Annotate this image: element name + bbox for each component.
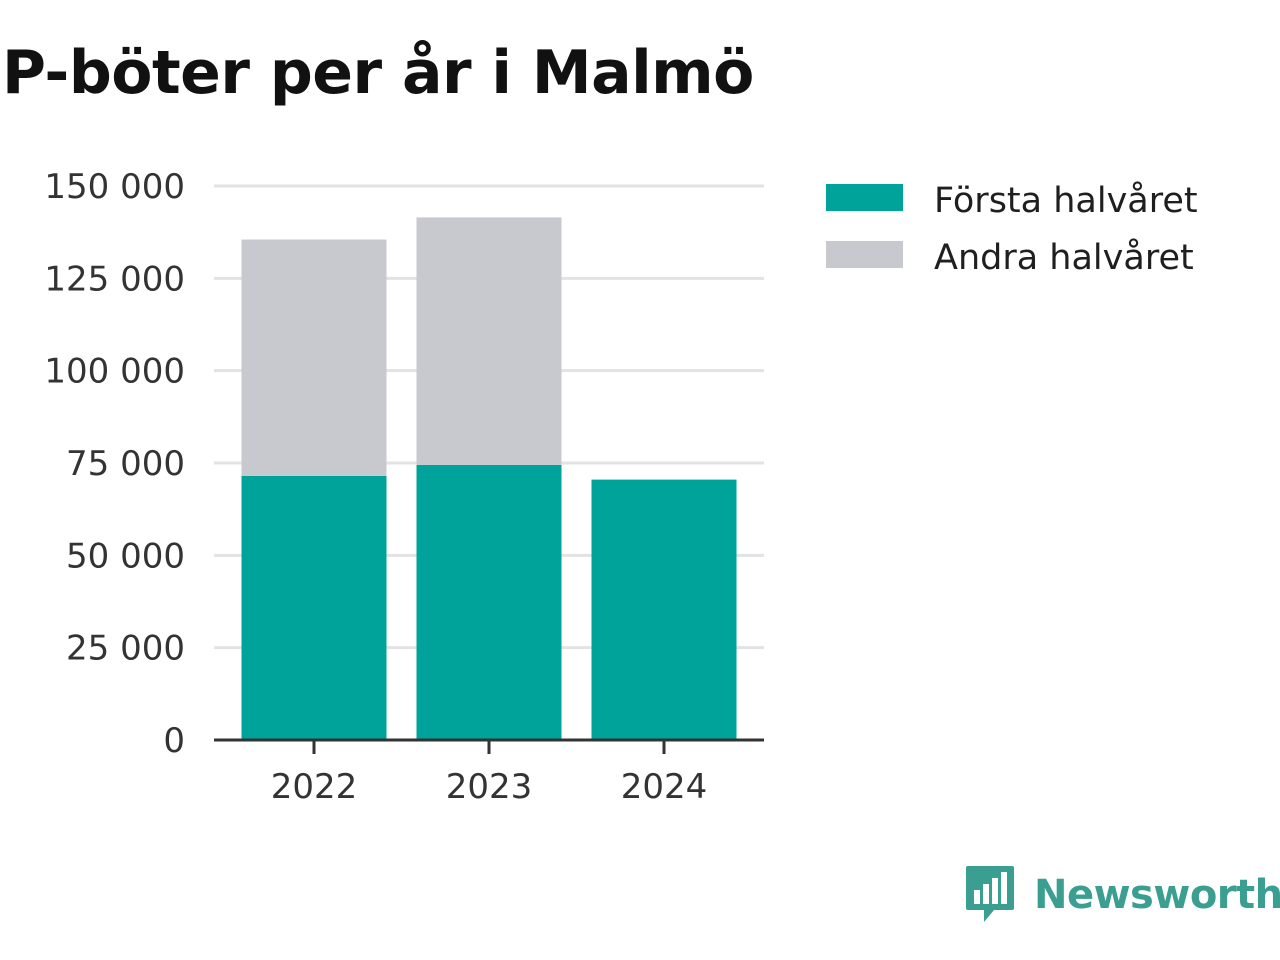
- axes: 0 25 000 50 000 75 000 100 000 125 000 150 000…: [44, 167, 764, 807]
- bar-2023-first-half: [416, 464, 562, 740]
- y-tick-label: 100 000: [44, 352, 185, 392]
- bars: [241, 217, 737, 740]
- newsworthy-logo: Newsworthy: [964, 862, 1280, 928]
- x-tick-label: 2023: [446, 767, 533, 807]
- y-tick-label: 150 000: [44, 167, 185, 207]
- y-tick-label: 125 000: [44, 259, 185, 299]
- x-tick-label: 2024: [621, 767, 708, 807]
- x-tick-label: 2022: [271, 767, 358, 807]
- y-tick-label: 75 000: [66, 444, 185, 484]
- legend-label-second-half: Andra halvåret: [934, 237, 1194, 278]
- y-tick-label: 0: [163, 721, 185, 761]
- chart-title: P-böter per år i Malmö: [2, 38, 754, 108]
- brand-name: Newsworthy: [1034, 872, 1280, 918]
- bar-2024-first-half: [591, 479, 737, 740]
- legend-swatch-second-half: [826, 241, 903, 268]
- legend: Första halvåret Andra halvåret: [826, 180, 1198, 278]
- bar-2023-second-half: [416, 217, 562, 465]
- y-tick-label: 25 000: [66, 629, 185, 669]
- bar-2022-second-half: [241, 239, 387, 476]
- bar-chart-speech-bubble-icon: [966, 866, 1014, 922]
- bar-2022-first-half: [241, 475, 387, 740]
- legend-label-first-half: Första halvåret: [934, 180, 1198, 221]
- legend-swatch-first-half: [826, 184, 903, 211]
- y-tick-label: 50 000: [66, 536, 185, 576]
